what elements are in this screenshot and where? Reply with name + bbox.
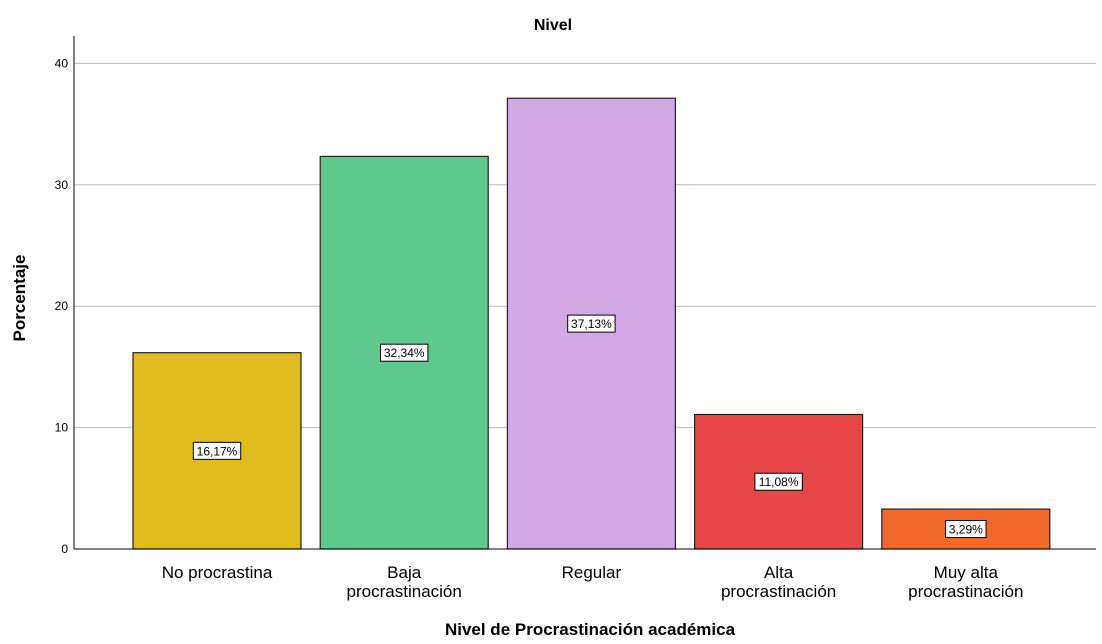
y-axis-title: Porcentaje xyxy=(10,255,29,342)
data-label-box xyxy=(754,472,803,491)
data-labels: 16,17% 32,34% 37,13% 11,08% 3,29% xyxy=(192,314,987,539)
x-category-label: procrastinación xyxy=(908,582,1023,601)
chart-title: Nivel xyxy=(534,17,572,34)
y-tick-labels: 0 10 20 30 40 xyxy=(55,56,69,556)
x-category-label: Alta xyxy=(764,563,794,582)
x-category-label: No procrastina xyxy=(162,563,273,582)
data-label-box xyxy=(192,441,242,460)
x-category-label: Muy alta xyxy=(934,563,999,582)
y-tick-label: 10 xyxy=(55,421,69,435)
data-label-box xyxy=(380,343,429,362)
data-label-box xyxy=(567,314,616,333)
data-label: 37,13% xyxy=(571,317,612,331)
x-category-label: procrastinación xyxy=(347,582,462,601)
data-label-box xyxy=(945,520,987,539)
x-category-label: Baja xyxy=(387,563,422,582)
y-tick-label: 20 xyxy=(55,299,69,313)
x-category-labels: No procrastina BajaprocrastinaciónRegular… xyxy=(162,563,1024,601)
data-label: 16,17% xyxy=(197,444,238,458)
y-tick-label: 30 xyxy=(55,178,69,192)
x-category-label: procrastinación xyxy=(721,582,836,601)
data-label: 11,08% xyxy=(759,475,799,489)
x-axis-title: Nivel de Procrastinación académica xyxy=(445,620,736,639)
x-category-label: Regular xyxy=(562,563,622,582)
y-tick-label: 0 xyxy=(61,542,68,556)
axes xyxy=(73,36,1096,550)
data-label: 3,29% xyxy=(949,523,983,537)
y-tick-label: 40 xyxy=(55,56,69,70)
data-label: 32,34% xyxy=(384,346,425,360)
